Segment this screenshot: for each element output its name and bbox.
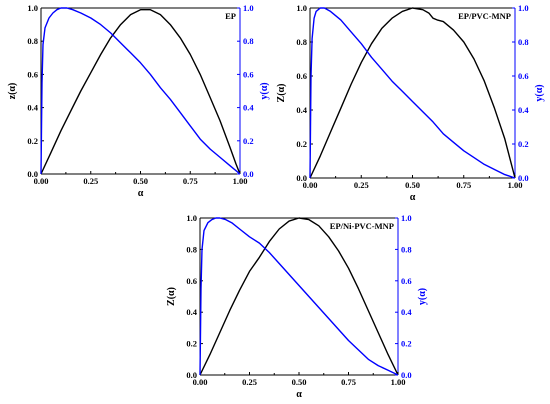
x-tick-label: 1.00 bbox=[233, 176, 248, 186]
y-left-tick-label: 0.6 bbox=[296, 71, 307, 81]
y-alpha-curve bbox=[309, 7, 516, 179]
x-tick-label: 0.00 bbox=[34, 176, 49, 186]
y-right-tick-label: 1.0 bbox=[401, 213, 412, 223]
y-left-tick-label: 0.2 bbox=[296, 139, 307, 149]
y-left-tick-label: 0.8 bbox=[27, 36, 38, 46]
y-left-tick-label: 0.8 bbox=[296, 37, 307, 47]
y-right-tick-label: 0.8 bbox=[518, 37, 529, 47]
x-tick-label: 0.75 bbox=[341, 377, 356, 387]
chart-panel-1: 0.00 0.25 0.50 0.75 1.000.00.20.40.60.81.00.… bbox=[7, 3, 270, 199]
y-left-tick-label: 0.4 bbox=[296, 105, 307, 115]
y-left-tick-label: 1.0 bbox=[186, 213, 197, 223]
chart-panel-3: 0.00 0.25 0.50 0.75 1.000.00.20.40.60.81.00.… bbox=[166, 213, 428, 400]
y-left-tick-label: 0.0 bbox=[186, 370, 197, 380]
z-alpha-curve bbox=[309, 7, 516, 179]
y-left-tick-label: 1.0 bbox=[296, 3, 307, 13]
y-alpha-curve bbox=[40, 7, 241, 175]
y-right-axis-label: y(α) bbox=[259, 82, 270, 99]
y-right-tick-label: 1.0 bbox=[518, 3, 529, 13]
x-tick-label: 0.75 bbox=[456, 180, 471, 190]
x-tick-label: 0.75 bbox=[183, 176, 198, 186]
x-axis-label: α bbox=[410, 192, 416, 203]
y-right-tick-label: 0.0 bbox=[401, 370, 412, 380]
y-left-tick-label: 1.0 bbox=[27, 3, 38, 13]
panel-title: EP/PVC-MNP bbox=[458, 11, 511, 21]
z-alpha-curve bbox=[199, 217, 399, 376]
y-left-axis-label: Z(α) bbox=[166, 287, 177, 306]
x-tick-label: 1.00 bbox=[508, 180, 523, 190]
y-left-tick-label: 0.0 bbox=[27, 169, 38, 179]
y-left-tick-label: 0.4 bbox=[186, 307, 197, 317]
x-tick-label: 1.00 bbox=[391, 377, 406, 387]
x-tick-label: 0.50 bbox=[292, 377, 307, 387]
y-left-tick-label: 0.0 bbox=[296, 173, 307, 183]
x-tick-label: 0.00 bbox=[193, 377, 208, 387]
x-tick-label: 0.25 bbox=[83, 176, 98, 186]
y-right-tick-label: 0.6 bbox=[518, 71, 529, 81]
y-right-axis-label: y(α) bbox=[534, 84, 545, 101]
y-right-tick-label: 0.4 bbox=[401, 307, 412, 317]
x-axis-label: α bbox=[138, 188, 144, 199]
x-tick-label: 0.00 bbox=[303, 180, 318, 190]
y-alpha-curve bbox=[199, 217, 399, 376]
x-tick-label: 0.25 bbox=[354, 180, 369, 190]
y-right-tick-label: 0.8 bbox=[401, 244, 412, 254]
y-right-tick-label: 0.0 bbox=[518, 173, 529, 183]
chart-panel-2: 0.00 0.25 0.50 0.75 1.000.00.20.40.60.81.00.… bbox=[276, 3, 545, 203]
x-tick-label: 0.50 bbox=[133, 176, 148, 186]
y-right-tick-label: 0.4 bbox=[518, 105, 529, 115]
y-right-tick-label: 0.2 bbox=[518, 139, 529, 149]
panel-title: EP bbox=[225, 11, 236, 21]
y-right-tick-label: 0.4 bbox=[243, 103, 254, 113]
z-alpha-curve bbox=[40, 8, 241, 175]
y-right-tick-label: 0.2 bbox=[401, 339, 412, 349]
y-right-tick-label: 1.0 bbox=[243, 3, 254, 13]
y-right-tick-label: 0.8 bbox=[243, 36, 254, 46]
y-left-tick-label: 0.6 bbox=[186, 276, 197, 286]
x-tick-label: 0.25 bbox=[242, 377, 257, 387]
y-left-axis-label: z(α) bbox=[7, 83, 18, 100]
y-right-axis-label: y(α) bbox=[417, 288, 428, 305]
y-right-tick-label: 0.6 bbox=[401, 276, 412, 286]
x-axis-label: α bbox=[296, 389, 302, 400]
x-tick-label: 0.50 bbox=[405, 180, 420, 190]
y-left-axis-label: Z(α) bbox=[276, 84, 287, 103]
panel-title: EP/Ni-PVC-MNP bbox=[330, 221, 394, 231]
y-left-tick-label: 0.2 bbox=[27, 136, 38, 146]
y-left-tick-label: 0.8 bbox=[186, 244, 197, 254]
y-left-tick-label: 0.6 bbox=[27, 69, 38, 79]
y-right-tick-label: 0.6 bbox=[243, 69, 254, 79]
y-right-tick-label: 0.0 bbox=[243, 169, 254, 179]
y-left-tick-label: 0.4 bbox=[27, 103, 38, 113]
y-right-tick-label: 0.2 bbox=[243, 136, 254, 146]
y-left-tick-label: 0.2 bbox=[186, 339, 197, 349]
